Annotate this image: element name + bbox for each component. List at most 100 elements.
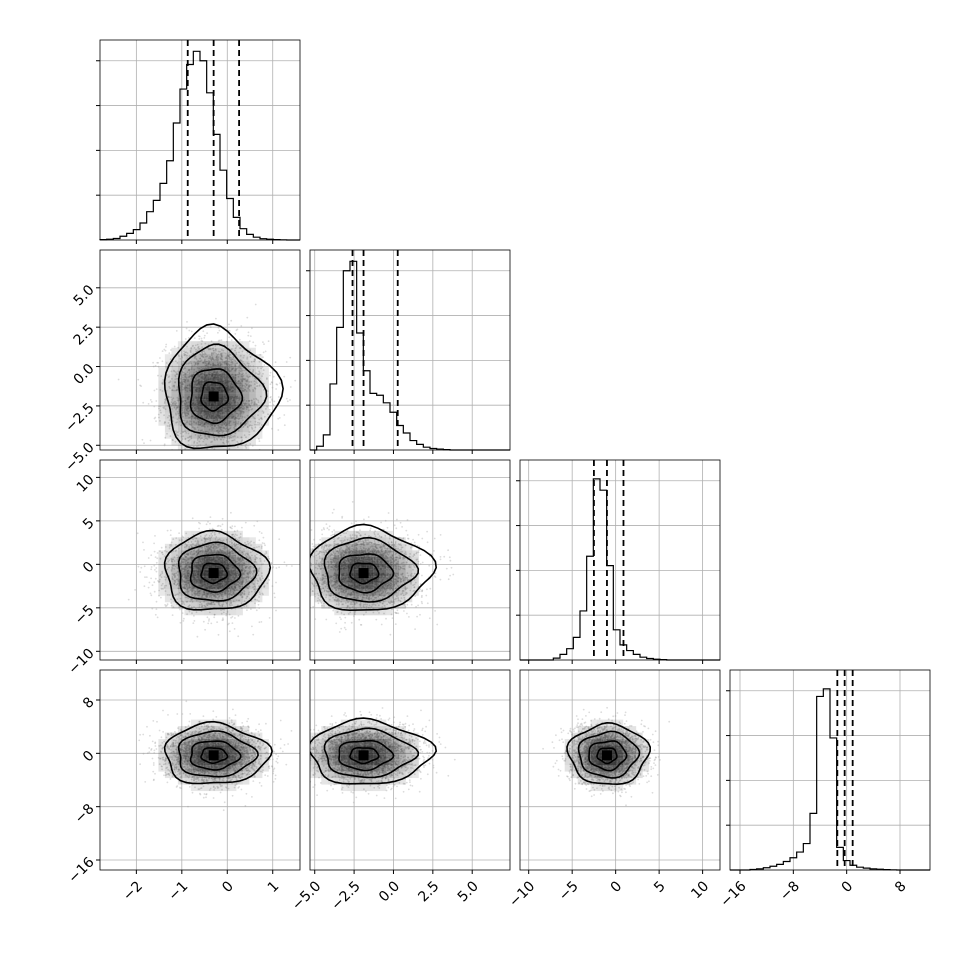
scatter-point [186,407,189,410]
scatter-point [245,436,247,439]
scatter-point [230,359,233,362]
scatter-point [190,330,193,333]
scatter-point [235,367,237,370]
hist-panel-3 [726,669,931,874]
scatter-point [216,621,219,623]
scatter-point [245,408,248,410]
scatter-point [217,431,220,434]
scatter-point [151,607,154,610]
scatter-point [240,436,243,439]
scatter-point [176,399,179,402]
scatter-point [176,385,179,388]
scatter-point [256,367,259,369]
scatter-point [283,561,286,564]
scatter-point [224,366,227,369]
scatter-point [208,618,211,620]
scatter-point [165,456,167,458]
scatter-point [215,364,217,367]
scatter-point [220,363,223,366]
scatter-point [186,345,188,348]
scatter-point [190,424,193,427]
scatter-point [228,358,231,361]
scatter-point [199,419,201,422]
scatter-point [199,444,202,446]
scatter-point [196,452,198,454]
scatter-point [185,408,188,410]
scatter-point [178,417,181,419]
scatter-point [176,396,179,399]
scatter-point [252,365,255,368]
scatter-point [166,416,169,419]
scatter-point [182,360,185,363]
scatter-point [190,415,193,418]
scatter-point [234,617,236,619]
scatter-point [239,387,242,390]
scatter-point [212,362,215,365]
scatter-point [255,398,258,401]
scatter-point [236,417,238,420]
scatter-point [151,584,154,587]
scatter-point [155,388,158,390]
scatter-point [163,422,166,425]
scatter-point [212,435,215,438]
scatter-point [227,369,230,371]
scatter-point [212,347,215,350]
scatter-point [263,542,266,545]
hist-panel-2 [516,459,721,664]
scatter-point [236,362,238,365]
scatter-point [230,357,233,359]
scatter-point [184,415,187,417]
scatter-point [185,412,188,414]
scatter-point [213,364,216,366]
scatter-point [216,429,218,432]
scatter-point [196,360,199,363]
scatter-point [215,356,218,359]
scatter-point [250,385,253,387]
scatter-point [193,346,196,349]
scatter-point [230,416,233,419]
scatter-point [230,436,233,439]
scatter-point [228,622,230,625]
scatter-point [164,408,167,411]
scatter-point [160,596,162,599]
scatter-point [231,348,233,350]
scatter-point [184,387,187,390]
scatter-point [291,565,293,567]
scatter-point [153,405,156,408]
scatter-point [185,363,188,365]
scatter-point [197,463,199,465]
scatter-point [186,384,189,387]
scatter-point [182,378,184,381]
scatter-point [271,414,274,417]
scatter-point [262,411,265,414]
scatter-point [205,422,207,424]
scatter-point [172,416,174,418]
scatter-point [185,387,188,389]
scatter-point [162,378,165,381]
scatter-point [213,351,216,354]
scatter-point [225,422,227,424]
scatter-point [243,354,245,357]
axes-frame [519,459,721,661]
scatter-point [208,361,211,363]
scatter-point [224,360,226,363]
scatter-point [217,339,220,342]
scatter-point [253,387,256,389]
scatter-point [234,423,237,426]
scatter-point [246,406,248,409]
scatter-point [206,438,209,441]
scatter-point [217,353,220,355]
scatter-point [228,424,231,427]
scatter-point [207,622,210,625]
scatter-point [252,415,254,418]
scatter-point [154,613,157,616]
scatter-point [250,426,253,429]
scatter-point [236,440,239,443]
scatter-point [225,357,228,360]
scatter-point [187,376,190,378]
scatter-point [219,350,221,353]
scatter-point [182,378,185,381]
scatter-point [214,348,217,351]
scatter-point [248,340,251,342]
scatter-point [247,331,250,334]
